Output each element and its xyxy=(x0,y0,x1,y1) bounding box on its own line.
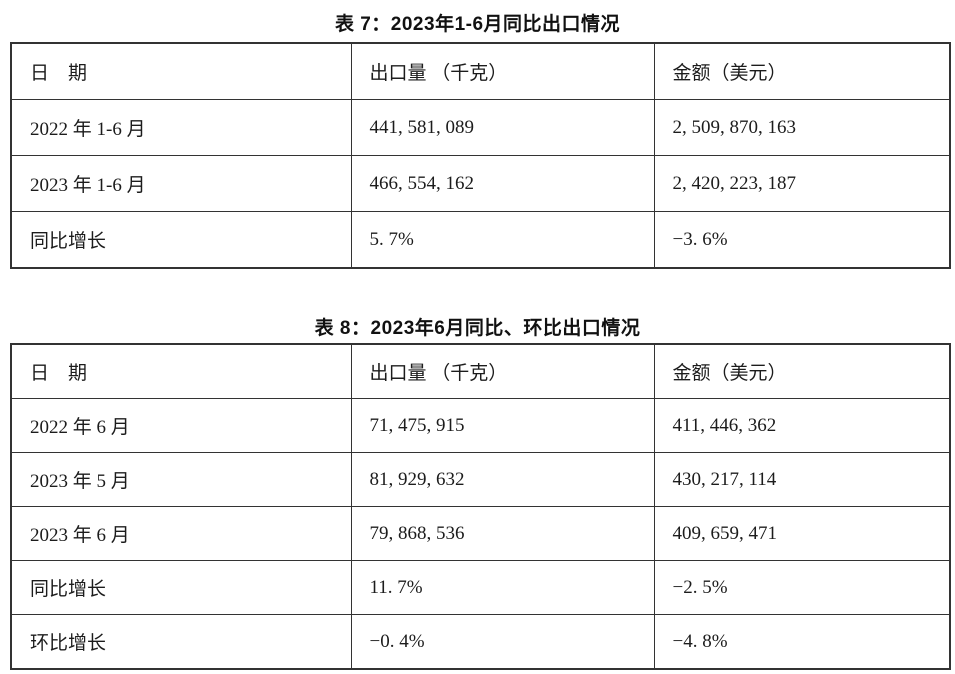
cell-amount: −4. 8% xyxy=(653,614,951,670)
cell-date: 环比增长 xyxy=(10,614,352,670)
table-7: 日 期 出口量 （千克） 金额（美元） 2022 年 1-6 月 441, 58… xyxy=(10,42,951,269)
table-row: 2022 年 1-6 月 441, 581, 089 2, 509, 870, … xyxy=(10,99,951,156)
cell-amount: 430, 217, 114 xyxy=(653,452,951,507)
cell-amount: 409, 659, 471 xyxy=(653,506,951,561)
cell-volume: 81, 929, 632 xyxy=(350,452,655,507)
cell-amount: 2, 420, 223, 187 xyxy=(653,155,951,212)
table-row: 环比增长 −0. 4% −4. 8% xyxy=(10,614,951,670)
cell-volume: 466, 554, 162 xyxy=(350,155,655,212)
cell-date: 2023 年 5 月 xyxy=(10,452,352,507)
header-cell-amount: 金额（美元） xyxy=(653,42,951,100)
table-row: 2023 年 5 月 81, 929, 632 430, 217, 114 xyxy=(10,452,951,507)
cell-amount: −2. 5% xyxy=(653,560,951,615)
table-row: 2022 年 6 月 71, 475, 915 411, 446, 362 xyxy=(10,398,951,453)
header-cell-volume: 出口量 （千克） xyxy=(350,343,655,399)
header-cell-date: 日 期 xyxy=(10,343,352,399)
table-8-caption: 表 8：2023年6月同比、环比出口情况 xyxy=(314,318,641,339)
cell-volume: −0. 4% xyxy=(350,614,655,670)
table-header-row: 日 期 出口量 （千克） 金额（美元） xyxy=(10,42,951,100)
table-header-row: 日 期 出口量 （千克） 金额（美元） xyxy=(10,343,951,399)
table-7-caption: 表 7：2023年1-6月同比出口情况 xyxy=(334,14,621,35)
cell-amount: 2, 509, 870, 163 xyxy=(653,99,951,156)
cell-volume: 71, 475, 915 xyxy=(350,398,655,453)
header-cell-date: 日 期 xyxy=(10,42,352,100)
table-row: 2023 年 1-6 月 466, 554, 162 2, 420, 223, … xyxy=(10,155,951,212)
cell-volume: 79, 868, 536 xyxy=(350,506,655,561)
cell-volume: 11. 7% xyxy=(350,560,655,615)
table-row: 同比增长 5. 7% −3. 6% xyxy=(10,211,951,269)
cell-date: 同比增长 xyxy=(10,211,352,269)
cell-amount: 411, 446, 362 xyxy=(653,398,951,453)
table-row: 2023 年 6 月 79, 868, 536 409, 659, 471 xyxy=(10,506,951,561)
cell-amount: −3. 6% xyxy=(653,211,951,269)
table-8: 日 期 出口量 （千克） 金额（美元） 2022 年 6 月 71, 475, … xyxy=(10,343,951,670)
header-cell-amount: 金额（美元） xyxy=(653,343,951,399)
cell-date: 2022 年 6 月 xyxy=(10,398,352,453)
cell-date: 2022 年 1-6 月 xyxy=(10,99,352,156)
header-cell-volume: 出口量 （千克） xyxy=(350,42,655,100)
table-row: 同比增长 11. 7% −2. 5% xyxy=(10,560,951,615)
cell-date: 2023 年 1-6 月 xyxy=(10,155,352,212)
cell-date: 2023 年 6 月 xyxy=(10,506,352,561)
cell-date: 同比增长 xyxy=(10,560,352,615)
cell-volume: 441, 581, 089 xyxy=(350,99,655,156)
cell-volume: 5. 7% xyxy=(350,211,655,269)
